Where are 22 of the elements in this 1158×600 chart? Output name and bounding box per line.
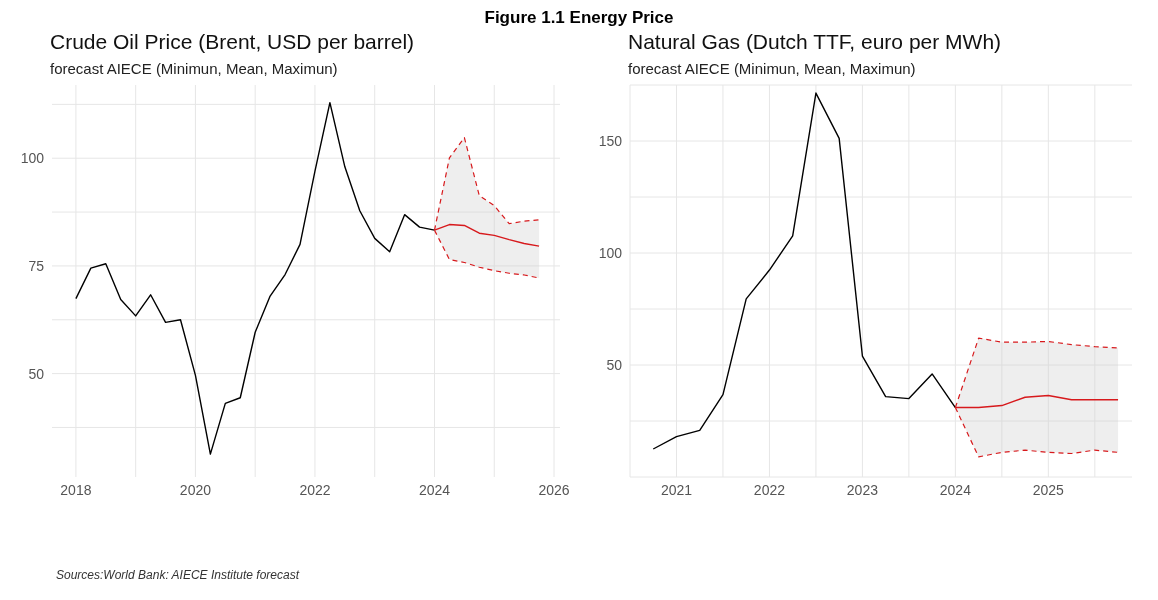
x-tick-label: 2025: [1032, 481, 1065, 498]
y-tick-label: 100: [20, 150, 45, 167]
chart-subtitle: forecast AIECE (Minimun, Mean, Maximun): [628, 60, 917, 77]
x-tick-label: 2018: [60, 481, 92, 498]
y-tick-label: 75: [28, 257, 45, 274]
chart-subtitle: forecast AIECE (Minimun, Mean, Maximun): [50, 60, 339, 77]
chart-title: Natural Gas (Dutch TTF, euro per MWh): [628, 30, 1003, 54]
x-tick-label: 2023: [846, 481, 879, 498]
x-tick-label: 2022: [753, 481, 786, 498]
y-tick-label: 50: [28, 365, 45, 382]
x-tick-label: 2020: [179, 481, 212, 498]
source-note: Sources:World Bank: AIECE Institute forecast: [56, 568, 299, 582]
x-tick-label: 2026: [538, 481, 570, 498]
y-tick-label: 50: [606, 356, 623, 373]
x-tick-label: 2022: [299, 481, 331, 498]
caption: Figure 1.1 Energy Price: [483, 8, 675, 28]
chart-title: Crude Oil Price (Brent, USD per barrel): [50, 30, 416, 54]
x-tick-label: 2021: [660, 481, 693, 498]
x-tick-label: 2024: [418, 481, 451, 498]
y-tick-label: 100: [598, 244, 623, 261]
y-tick-label: 150: [598, 132, 623, 149]
x-tick-label: 2024: [939, 481, 972, 498]
